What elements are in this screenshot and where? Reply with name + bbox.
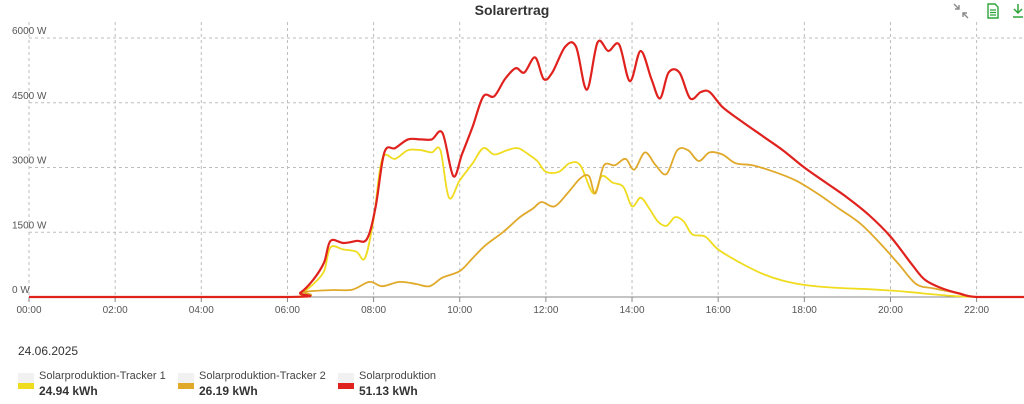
chart-date: 24.06.2025 <box>18 344 79 358</box>
x-tick-label: 18:00 <box>792 305 817 316</box>
legend-item-tracker-2[interactable]: Solarproduktion-Tracker 2 26.19 kWh <box>178 370 326 399</box>
x-tick-label: 04:00 <box>189 305 214 316</box>
x-tick-label: 14:00 <box>620 305 645 316</box>
legend-label: Solarproduktion <box>359 370 437 382</box>
x-tick-label: 02:00 <box>103 305 128 316</box>
series-line-2 <box>29 147 1024 298</box>
legend-label: Solarproduktion-Tracker 2 <box>199 370 326 382</box>
y-tick-label: 0 W <box>12 285 30 296</box>
y-tick-label: 4500 W <box>12 91 47 102</box>
series-line-1 <box>29 146 1024 298</box>
x-tick-label: 08:00 <box>361 305 386 316</box>
legend-swatch-total <box>338 373 354 389</box>
y-axis-ticks: 0 W 1500 W 3000 W 4500 W 6000 W <box>12 26 47 296</box>
x-tick-label: 16:00 <box>706 305 731 316</box>
x-tick-label: 20:00 <box>878 305 903 316</box>
y-tick-label: 3000 W <box>12 156 47 167</box>
legend-swatch-tracker-2 <box>178 373 194 389</box>
legend-total: 51.13 kWh <box>359 384 418 398</box>
x-tick-label: 06:00 <box>275 305 300 316</box>
y-tick-label: 6000 W <box>12 26 47 37</box>
collapse-arrows-icon[interactable] <box>952 2 970 20</box>
document-icon[interactable] <box>984 2 1002 20</box>
legend-item-total[interactable]: Solarproduktion 51.13 kWh <box>338 370 436 399</box>
legend-label: Solarproduktion-Tracker 1 <box>39 370 166 382</box>
x-tick-label: 00:00 <box>16 305 41 316</box>
legend-total: 24.94 kWh <box>39 384 98 398</box>
download-icon[interactable] <box>1012 2 1024 20</box>
x-tick-label: 12:00 <box>533 305 558 316</box>
chart-title: Solarertrag <box>474 2 550 18</box>
series-line-3 <box>29 39 1024 299</box>
legend-item-tracker-1[interactable]: Solarproduktion-Tracker 1 24.94 kWh <box>18 370 166 399</box>
legend-swatch-tracker-1 <box>18 373 34 389</box>
x-axis-ticks: 00:00 02:00 04:00 06:00 08:00 10:00 12:00 14:00… <box>16 297 990 316</box>
series-lines <box>29 39 1024 299</box>
y-tick-label: 1500 W <box>12 220 47 231</box>
x-tick-label: 22:00 <box>964 305 989 316</box>
x-tick-label: 10:00 <box>447 305 472 316</box>
grid <box>28 22 1024 298</box>
legend-total: 26.19 kWh <box>199 384 258 398</box>
